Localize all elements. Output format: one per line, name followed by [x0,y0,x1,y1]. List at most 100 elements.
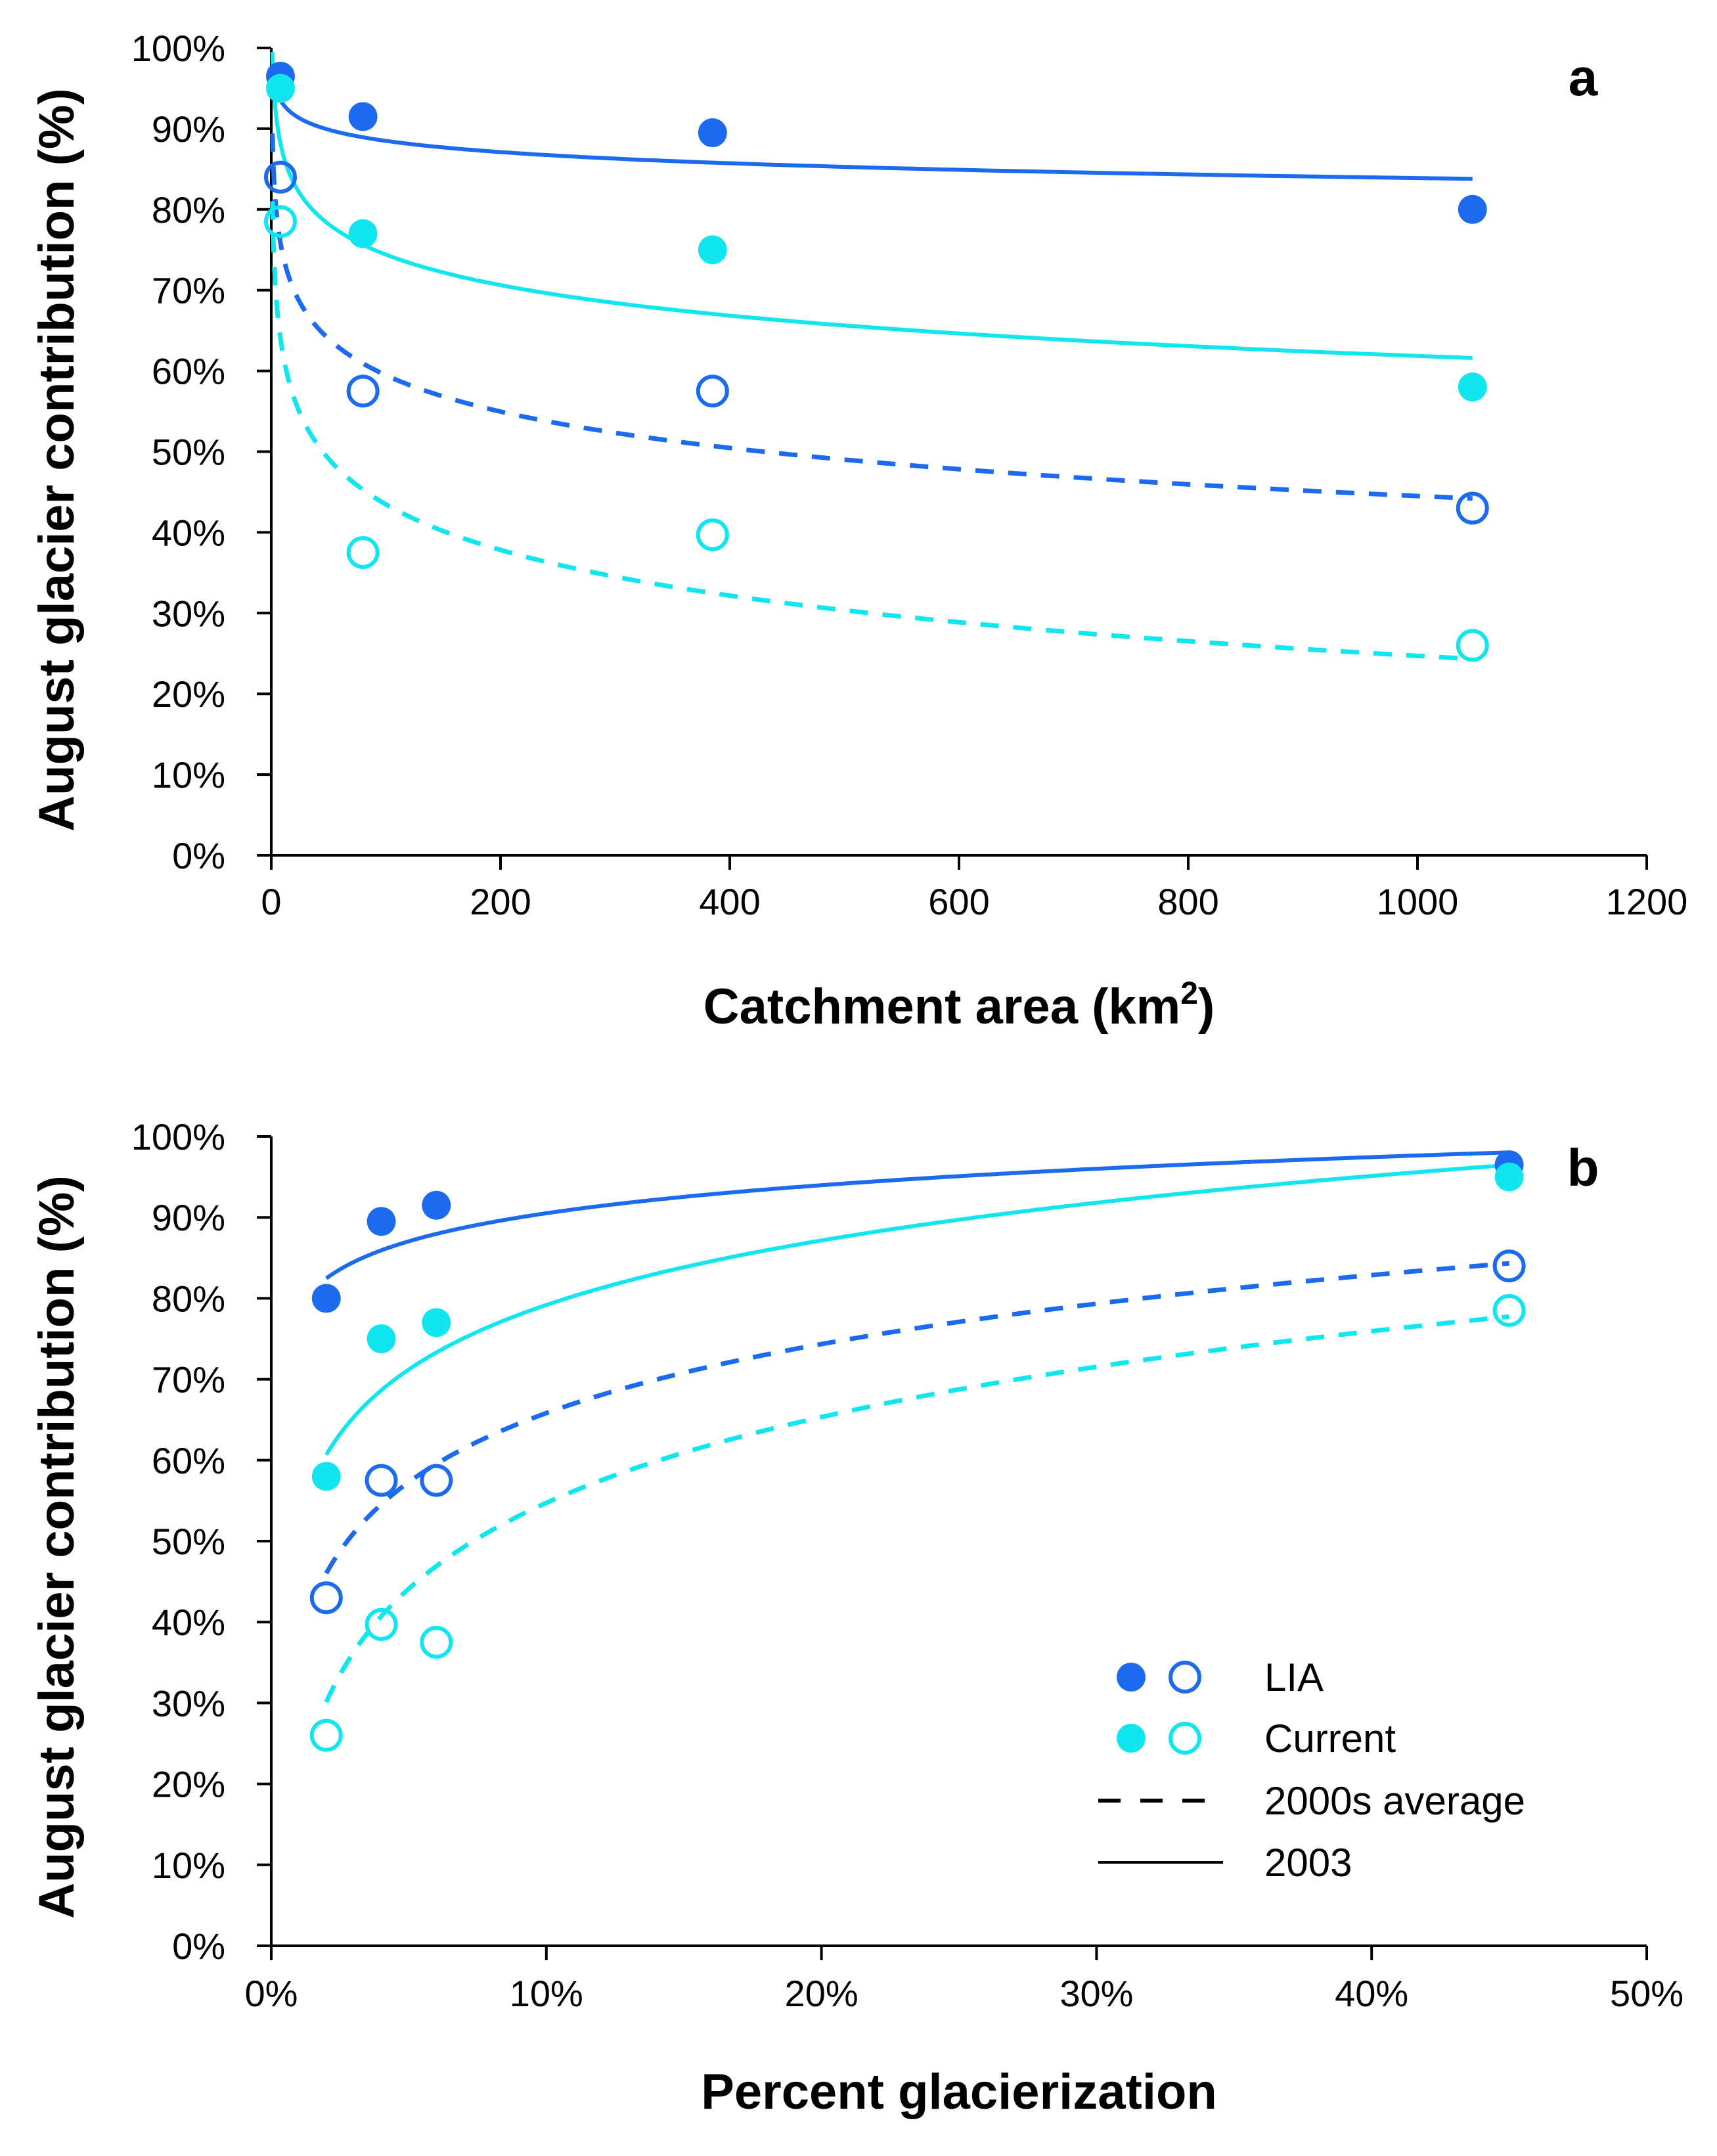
panel-b-y-tick-label: 90% [152,1197,225,1238]
panel-a-y-tick-label: 0% [172,835,225,876]
panel-b-y-tick-label: 30% [152,1682,225,1724]
panel-a-y-tick-label: 90% [152,108,225,150]
panel-b-x-tick-label: 20% [785,1973,858,2014]
panel-a-point-current-solid [1458,372,1487,402]
panel-b-y-tick-label: 40% [152,1602,225,1643]
panel-b-point-current-solid [311,1462,341,1491]
legend-2003-label: 2003 [1264,1841,1352,1885]
panel-a-trendlines [270,51,1473,662]
panel-b-tick-labels: 0% 10% 20% 30% 40% 50% 60% 70% 80% 90% 100% 0% 10% 20… [131,1116,1684,2014]
panel-b-x-tick-label: 10% [510,1973,583,2014]
panel-a-y-tick-label: 80% [152,189,225,231]
panel-b-y-axis-title: August glacier contribution (%) [29,1175,85,1919]
panel-a-x-tick-label: 0 [261,881,281,922]
panel-a-point-lia-solid [698,118,727,148]
panel-a-x-tick-label: 1200 [1606,881,1688,922]
panel-a-point-lia-dashed [1456,491,1489,525]
panel-b-point-current-solid [422,1308,451,1337]
panel-a-x-title-end: ) [1198,979,1215,1035]
panel-b-point-current-dashed [1492,1293,1526,1327]
panel-a-trendline-current-solid [270,51,1473,360]
panel-a-point-lia-dashed [696,374,729,408]
panel-b-point-lia-solid [311,1284,341,1313]
panel-a-x-tick-label: 800 [1157,881,1218,922]
panel-b-point-lia-dashed [365,1464,398,1497]
panel-b-y-tick-label: 100% [131,1116,225,1157]
panel-a-points [263,62,1489,662]
panel-b-x-tick-label: 0% [245,1973,298,2014]
panel-b-point-lia-dashed [420,1464,453,1497]
panel-a-y-tick-label: 60% [152,351,225,392]
panel-a-point-lia-dashed [263,160,297,194]
panel-a-y-tick-label: 70% [152,270,225,311]
panel-a-chart: 0% 10% 20% 30% 40% 50% 60% 70% 80% 90% 100% 0 200 400… [29,28,1687,1035]
panel-b-chart: 0% 10% 20% 30% 40% 50% 60% 70% 80% 90% 100% 0% 10% 20… [29,1116,1684,2120]
panel-b-trendline-lia-dashed [324,1261,1509,1575]
panel-a-x-axis-title: Catchment area (km2) [703,976,1215,1035]
panel-b-point-current-solid [367,1324,396,1353]
panel-b-point-lia-solid [422,1190,451,1220]
panel-a-point-current-dashed [696,518,729,552]
legend-lia-open-marker [1169,1661,1201,1694]
panel-a-y-tick-label: 10% [152,754,225,796]
panel-b-x-tick-label: 40% [1335,1973,1408,2014]
panel-a-trendline-current-dashed [270,201,1473,662]
panel-b-letter: b [1567,1138,1599,1197]
panel-b-point-current-dashed [420,1626,453,1659]
panel-b-trendline-lia-solid [325,1150,1509,1280]
panel-a-point-current-solid [698,235,727,265]
panel-b-trendlines [324,1150,1509,1703]
legend-2000s-average-label: 2000s average [1264,1779,1525,1823]
panel-a-y-tick-label: 100% [131,28,225,69]
legend: LIA Current 2000s average 2003 [1098,1655,1525,1885]
panel-b-point-current-dashed [365,1607,398,1641]
panel-b-y-tick-label: 60% [152,1440,225,1481]
panel-a-x-title-sup: 2 [1180,976,1198,1011]
panel-a-x-tick-label: 400 [699,881,760,922]
panel-a-point-current-solid [348,219,378,248]
panel-b-point-lia-solid [367,1207,396,1236]
legend-current-open-marker [1169,1722,1201,1755]
panel-b-y-tick-label: 20% [152,1764,225,1805]
panel-a-letter: a [1569,48,1598,106]
panel-a-y-tick-label: 20% [152,673,225,715]
panel-b-x-axis-title: Percent glacierization [701,2064,1217,2120]
panel-b-y-tick-label: 80% [152,1278,225,1319]
panel-a-x-title-main: Catchment area (km [703,979,1181,1035]
panel-a-point-lia-solid [348,102,378,131]
panel-b-x-tick-label: 30% [1059,1973,1133,2014]
panel-b-y-tick-label: 50% [152,1521,225,1562]
panel-a-tick-labels: 0% 10% 20% 30% 40% 50% 60% 70% 80% 90% 100% 0 200 400… [131,28,1688,922]
panel-b-axes [257,1135,1648,1960]
legend-lia-filled-marker [1117,1663,1146,1692]
panel-a-point-current-dashed [346,536,380,570]
panel-b-trendline-current-solid [324,1163,1509,1456]
legend-current-filled-marker [1117,1724,1146,1753]
panel-a-y-tick-label: 50% [152,432,225,473]
legend-current-label: Current [1264,1717,1396,1761]
panel-b-point-lia-dashed [1492,1249,1526,1283]
panel-a-point-lia-solid [1458,194,1487,224]
panel-b-trendline-current-dashed [324,1314,1509,1703]
panel-b-points [309,1150,1526,1752]
panel-a-x-tick-label: 200 [470,881,531,922]
panel-a-trendline-lia-solid [270,66,1473,181]
legend-lia-label: LIA [1264,1655,1324,1699]
panel-a-y-axis-title: August glacier contribution (%) [29,88,85,832]
panel-a-y-tick-label: 30% [152,593,225,634]
panel-b-point-lia-dashed [309,1581,343,1615]
panel-b-y-tick-label: 70% [152,1359,225,1401]
panel-a-trendline-lia-dashed [270,133,1473,501]
panel-b-point-current-dashed [309,1718,343,1752]
panel-a-x-tick-label: 600 [928,881,989,922]
panel-a-point-lia-dashed [346,374,380,408]
panel-a-point-current-dashed [263,205,297,238]
panel-b-point-current-solid [1494,1162,1524,1192]
panel-a-y-tick-label: 40% [152,512,225,553]
panel-a-axes [257,47,1648,870]
panel-b-y-tick-label: 10% [152,1845,225,1886]
panel-b-x-tick-label: 50% [1610,1973,1684,2014]
panel-b-y-tick-label: 0% [172,1925,225,1967]
panel-a-x-tick-label: 1000 [1377,881,1459,922]
